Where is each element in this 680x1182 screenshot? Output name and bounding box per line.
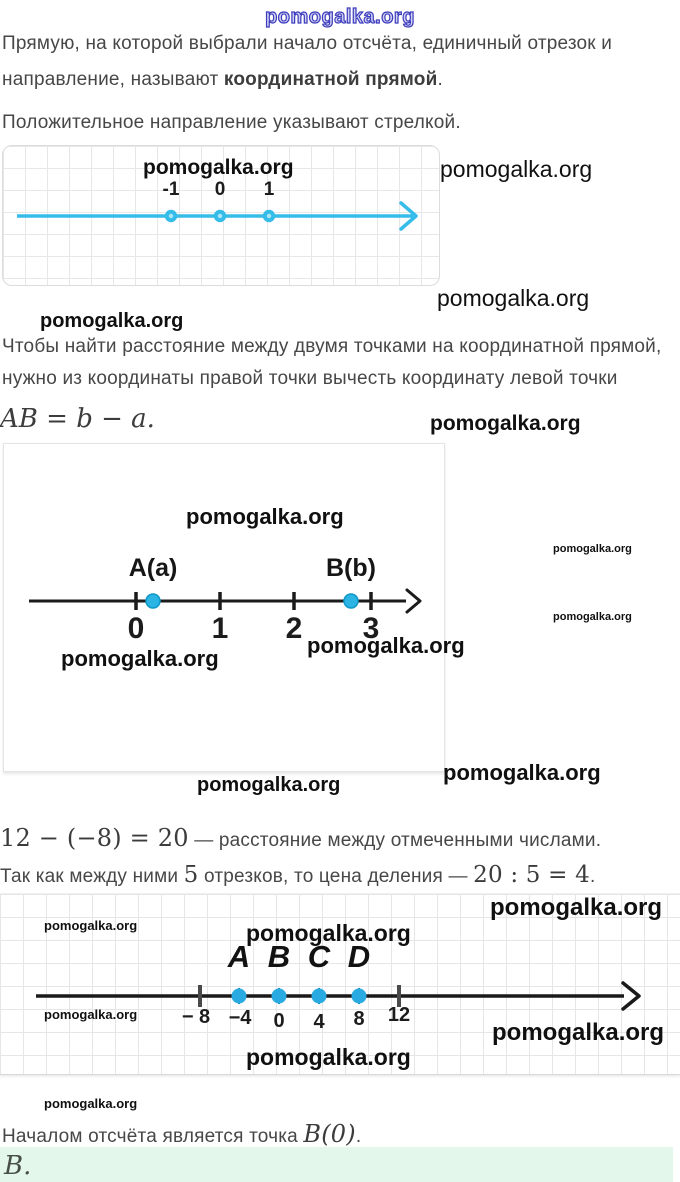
paragraph: направление, называют координатной прямо… [2,69,443,91]
watermark-text: pomogalka.org [44,1007,138,1022]
equation-math: 12 − (−8) = 20 [0,824,189,852]
tick-label: 12 [387,1004,411,1026]
paragraph-text: направление, называют [2,69,224,90]
point-letter: B [267,939,291,974]
diagram-ab-distance: pomogalka.org A(a) B(b) 0 1 2 3 pomogalk… [3,443,445,772]
tick-label: 0 [273,1010,285,1032]
tick-label: 2 [285,612,303,645]
equation-text: . [589,866,596,887]
tick-label: 1 [211,612,229,645]
watermark-text: pomogalka.org [186,504,344,529]
watermark-text: pomogalka.org [61,646,219,671]
tick-label: −4 [228,1007,252,1029]
watermark-text: pomogalka.org [443,760,601,785]
tick-label: 3 [362,612,380,645]
conclusion-line: Началом отсчёта является точка B(0). [2,1120,361,1148]
watermark-text: pomogalka.org [553,611,632,623]
paragraph: нужно из координаты правой точки вычесть… [2,368,618,389]
diagram-abcd-line: pomogalka.org pomogalka.org pomogalka.or… [0,893,680,1075]
formula-ab: AB = b − a. [0,404,155,434]
point-b-label: B(b) [326,554,376,582]
watermark-text: pomogalka.org [437,285,590,311]
equation-text: Так как между ними [0,866,184,887]
watermark-text: pomogalka.org [44,1096,138,1111]
paragraph-bold-text: координатной прямой [223,69,438,90]
answer-highlight: B. [0,1147,673,1182]
paragraph: Положительное направление указывают стре… [2,112,461,133]
point-letter: C [307,939,331,974]
point-letter: A [227,939,251,974]
watermark-text: pomogalka.org [490,894,663,921]
watermark-text: pomogalka.org [246,920,411,946]
tick-label: 0 [127,612,145,645]
watermark-text: pomogalka.org [440,156,593,182]
watermark-text: pomogalka.org [492,1019,665,1046]
paragraph-text: . [437,69,443,90]
equation-line: 12 − (−8) = 20 — расстояние между отмече… [0,824,601,852]
equation-math: 20 : 5 = 4 [473,862,590,888]
conclusion-math: B(0) [303,1120,356,1148]
tick-label: 8 [353,1008,365,1030]
tick-label: 0 [214,179,226,200]
watermark-text: pomogalka.org [307,633,465,658]
tick-label: − 8 [181,1006,211,1028]
point-a-label: A(a) [128,554,178,582]
number-line-drawing [29,588,422,614]
equation-text: отрезков, то цена деления — [198,866,474,887]
conclusion-text: Началом отсчёта является точка [2,1126,304,1147]
equation-math: 5 [183,862,199,888]
answer-text: B. [4,1151,32,1181]
conclusion-text: . [355,1126,362,1147]
watermark-text: pomogalka.org [430,412,581,435]
number-line-drawing [17,201,418,231]
paragraph: Чтобы найти расстояние между двумя точка… [2,336,662,357]
watermark-text: pomogalka.org [44,918,138,933]
number-line-drawing [36,981,641,1011]
watermark-text: pomogalka.org [246,1044,411,1070]
watermark-text: pomogalka.org [553,543,632,555]
paragraph: Прямую, на которой выбрали начало отсчёт… [2,33,613,54]
watermark-text: pomogalka.org [40,310,184,332]
tick-label: 4 [313,1011,325,1033]
diagram-coordinate-line: pomogalka.org -1 0 1 [2,145,440,286]
tick-label: -1 [162,179,180,200]
watermark-text: pomogalka.org [264,5,415,28]
equation-text: — расстояние между отмеченными числами. [188,830,602,851]
watermark-text: pomogalka.org [197,774,341,796]
equation-line: Так как между ними 5 отрезков, то цена д… [0,862,595,888]
tick-label: 1 [263,179,275,200]
point-letter: D [347,939,371,974]
watermark-text: pomogalka.org [143,156,294,179]
